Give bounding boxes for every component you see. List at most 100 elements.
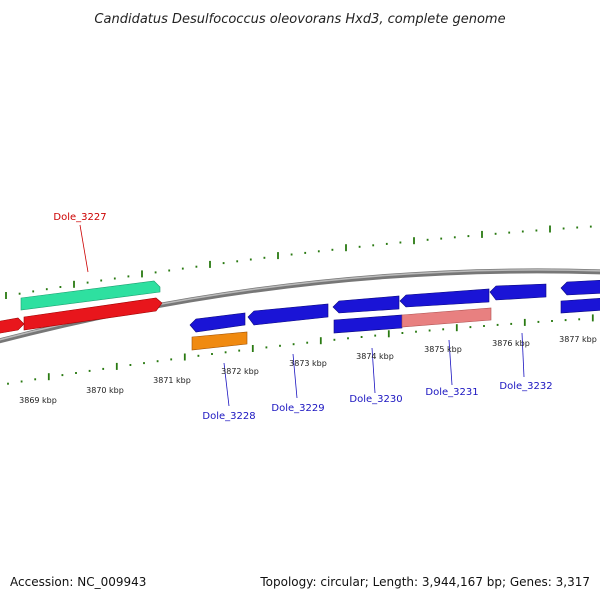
inner-minor-tick: [551, 320, 553, 322]
label-dole-3227[interactable]: Dole_3227: [53, 212, 106, 223]
inner-minor-tick: [469, 326, 472, 329]
outer-minor-tick: [589, 225, 592, 228]
outer-minor-tick: [222, 262, 225, 265]
gene-red-left-partial[interactable]: [0, 317, 25, 334]
outer-minor-tick: [168, 269, 171, 272]
inner-major-tick: [591, 314, 594, 322]
outer-major-tick: [277, 252, 279, 260]
inner-major-tick: [319, 337, 322, 345]
inner-minor-tick: [265, 346, 268, 349]
outer-minor-tick: [181, 267, 184, 270]
outer-minor-tick: [426, 238, 429, 241]
gene-dole-3229[interactable]: [247, 303, 329, 326]
inner-major-tick: [523, 318, 526, 326]
genome-title: Candidatus Desulfococcus oleovorans Hxd3…: [94, 12, 505, 27]
inner-minor-tick: [88, 369, 91, 372]
inner-major-tick: [47, 373, 50, 381]
outer-minor-tick: [127, 275, 130, 278]
outer-minor-tick: [32, 290, 35, 293]
gene-right-partial-1[interactable]: [560, 279, 600, 296]
outer-minor-tick: [440, 237, 443, 240]
gene-dole-3230-a[interactable]: [332, 295, 400, 314]
inner-minor-tick: [34, 378, 37, 381]
outer-major-tick: [73, 280, 75, 288]
outer-minor-tick: [494, 232, 497, 235]
genome-backbone-highlight: [0, 269, 600, 341]
label-dole-3232[interactable]: Dole_3232: [499, 381, 552, 392]
gene-dole-3232[interactable]: [489, 283, 547, 301]
outer-minor-tick: [358, 245, 361, 248]
kbp-label-3869: 3869 kbp: [19, 396, 57, 405]
inner-minor-tick: [537, 320, 540, 323]
inner-minor-tick: [564, 319, 567, 322]
outer-minor-tick: [113, 277, 116, 280]
outer-minor-tick: [317, 250, 320, 253]
leader-dole-3232: [521, 332, 525, 378]
inner-minor-tick: [102, 367, 105, 370]
inner-minor-tick: [306, 341, 309, 344]
outer-minor-tick: [508, 231, 511, 234]
outer-minor-tick: [372, 244, 375, 247]
gene-dole-3228-orange[interactable]: [191, 331, 248, 351]
gene-dole-3231-blue[interactable]: [399, 288, 490, 308]
gene-red-long[interactable]: [23, 297, 163, 331]
kbp-label-3876: 3876 kbp: [492, 339, 530, 348]
outer-minor-tick: [86, 281, 89, 284]
outer-minor-tick: [236, 260, 239, 263]
outer-minor-tick: [290, 253, 293, 256]
outer-minor-tick: [18, 292, 21, 295]
kbp-label-3870: 3870 kbp: [86, 386, 124, 395]
label-dole-3228[interactable]: Dole_3228: [202, 411, 255, 422]
inner-minor-tick: [292, 343, 295, 346]
inner-minor-tick: [442, 328, 445, 331]
inner-minor-tick: [428, 329, 431, 332]
forward-strand-genes: [0, 280, 163, 334]
gene-dole-3228-blue[interactable]: [189, 312, 246, 333]
leader-dole-3227: [79, 224, 89, 273]
kbp-label-3872: 3872 kbp: [221, 367, 259, 376]
outer-minor-tick: [304, 251, 307, 254]
leader-dole-3229: [292, 353, 298, 399]
gene-dole-3230-b[interactable]: [333, 314, 403, 334]
gene-dole-3227[interactable]: [20, 280, 161, 311]
inner-minor-tick: [20, 380, 23, 383]
label-dole-3231[interactable]: Dole_3231: [425, 387, 478, 398]
kbp-label-3871: 3871 kbp: [153, 376, 191, 385]
inner-minor-tick: [360, 336, 363, 338]
outer-minor-tick: [385, 242, 388, 245]
outer-minor-tick: [195, 265, 198, 268]
outer-major-tick: [141, 270, 143, 278]
outer-minor-tick: [562, 227, 565, 230]
label-dole-3229[interactable]: Dole_3229: [271, 403, 324, 414]
inner-minor-tick: [333, 338, 336, 341]
outer-minor-tick: [100, 279, 103, 282]
outer-minor-tick: [521, 230, 524, 233]
outer-minor-tick: [154, 271, 157, 274]
genes-row-2: [191, 298, 600, 351]
inner-minor-tick: [496, 323, 499, 326]
inner-minor-tick: [415, 330, 417, 333]
outer-minor-tick: [263, 256, 266, 259]
gene-right-partial-2[interactable]: [560, 298, 600, 314]
outer-minor-tick: [249, 258, 252, 261]
inner-minor-tick: [7, 382, 9, 385]
inner-minor-tick: [401, 332, 404, 334]
outer-major-tick: [549, 225, 551, 233]
outer-minor-tick: [467, 235, 470, 238]
inner-major-tick: [455, 324, 458, 332]
label-dole-3230[interactable]: Dole_3230: [349, 394, 402, 405]
gene-dole-3231-pink[interactable]: [401, 307, 492, 328]
blue-genes-row-1: [189, 279, 600, 333]
outer-major-tick: [209, 260, 211, 268]
outer-major-tick: [413, 237, 415, 245]
inner-minor-tick: [143, 362, 145, 365]
inner-minor-tick: [483, 325, 485, 327]
inner-major-tick: [183, 353, 186, 361]
inner-minor-tick: [211, 353, 213, 355]
inner-minor-tick: [170, 358, 173, 361]
topology-summary-text: Topology: circular; Length: 3,944,167 bp…: [259, 575, 590, 589]
kbp-label-3873: 3873 kbp: [289, 359, 327, 368]
inner-minor-tick: [224, 351, 227, 354]
outer-tick-track: [5, 225, 592, 299]
inner-minor-tick: [61, 374, 64, 377]
